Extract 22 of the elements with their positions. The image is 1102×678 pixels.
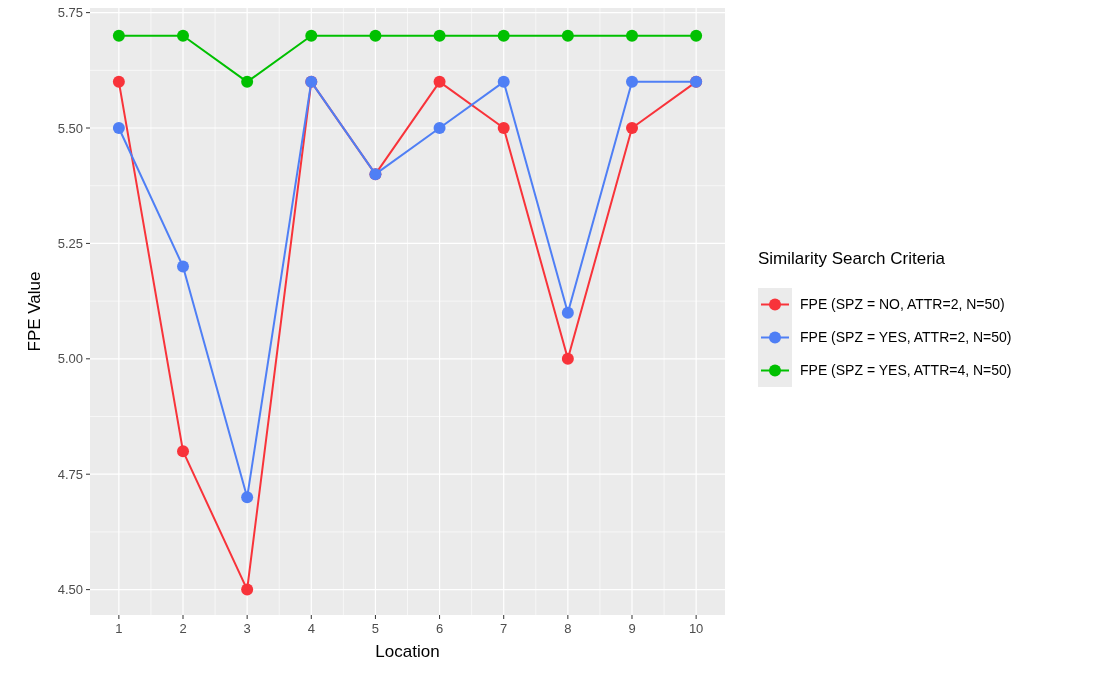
x-tick-label: 4	[307, 621, 315, 636]
legend-label: FPE (SPZ = NO, ATTR=2, N=50)	[800, 296, 1005, 312]
y-tick-label: 4.75	[57, 466, 83, 482]
x-tick-label: 3	[243, 621, 251, 636]
x-tick-label: 2	[179, 621, 187, 636]
x-tick-label: 5	[371, 621, 380, 636]
x-axis-title: Location	[375, 642, 440, 661]
y-tick-label: 5.00	[57, 351, 83, 367]
y-tick-label: 5.25	[57, 235, 83, 251]
x-tick-label: 8	[564, 621, 572, 636]
y-tick-label: 5.50	[57, 120, 83, 136]
legend-label: FPE (SPZ = YES, ATTR=4, N=50)	[800, 362, 1012, 378]
y-tick-label: 5.75	[57, 5, 83, 21]
y-tick-label: 4.50	[57, 582, 83, 598]
x-tick-label: 6	[435, 621, 444, 636]
legend-label: FPE (SPZ = YES, ATTR=2, N=50)	[800, 329, 1012, 345]
x-tick-label: 7	[500, 621, 508, 636]
legend-title: Similarity Search Criteria	[758, 249, 946, 268]
x-tick-label: 1	[115, 621, 123, 636]
x-tick-label: 9	[628, 621, 636, 636]
y-axis-title: FPE Value	[25, 271, 44, 352]
x-tick-label: 10	[688, 621, 704, 636]
